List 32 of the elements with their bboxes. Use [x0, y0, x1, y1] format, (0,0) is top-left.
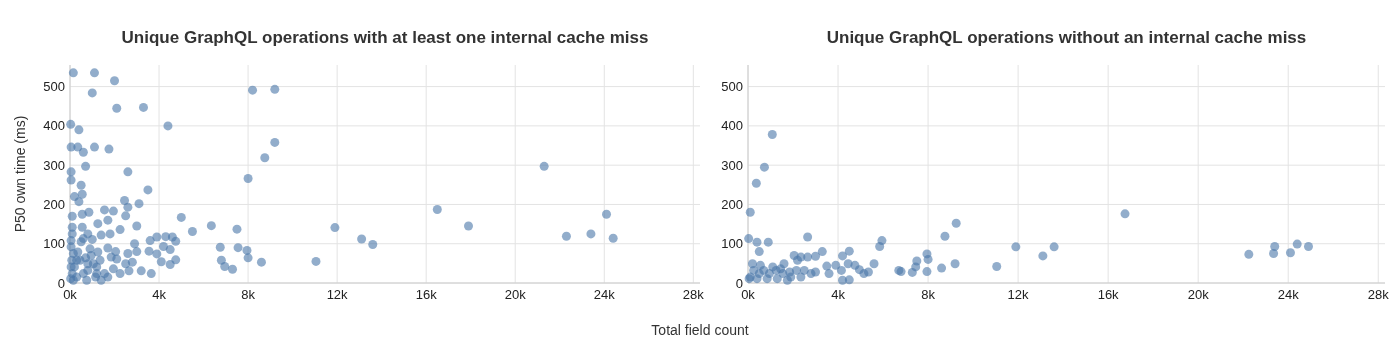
y-tick-label: 400: [43, 118, 65, 134]
x-tick-label: 28k: [682, 287, 705, 302]
chart-title: Unique GraphQL operations with at least one internal cache miss: [121, 28, 649, 47]
y-tick-label: 200: [721, 196, 743, 212]
x-tick-label: 20k: [504, 287, 527, 302]
x-tick-label: 24k: [593, 287, 616, 302]
y-tick-label: 0: [57, 275, 65, 291]
x-tick-label: 16k: [1097, 287, 1120, 302]
x-tick-label: 4k: [152, 287, 167, 302]
x-axis-title: Total field count: [651, 322, 749, 338]
y-tick-label: 100: [721, 236, 743, 252]
y-tick-label: 400: [721, 118, 743, 134]
x-tick-label: 4k: [831, 287, 846, 302]
y-tick-label: 300: [721, 157, 743, 173]
y-tick-label: 300: [43, 157, 65, 173]
x-tick-label: 28k: [1367, 287, 1390, 302]
x-tick-label: 12k: [1007, 287, 1030, 302]
x-tick-label: 12k: [326, 287, 349, 302]
x-tick-label: 16k: [415, 287, 438, 302]
y-axis-title: P50 own time (ms): [12, 115, 28, 233]
x-tick-label: 0k: [63, 287, 78, 302]
x-tick-label: 8k: [921, 287, 936, 302]
y-tick-label: 0: [735, 275, 743, 291]
chart-title: Unique GraphQL operations without an internal cache miss: [826, 28, 1307, 47]
y-tick-label: 100: [43, 236, 65, 252]
x-tick-label: 8k: [241, 287, 256, 302]
x-tick-label: 0k: [741, 287, 756, 302]
y-tick-label: 200: [43, 196, 65, 212]
y-tick-label: 500: [43, 79, 65, 95]
x-tick-label: 20k: [1187, 287, 1210, 302]
x-tick-label: 24k: [1277, 287, 1300, 302]
y-tick-label: 500: [721, 79, 743, 95]
